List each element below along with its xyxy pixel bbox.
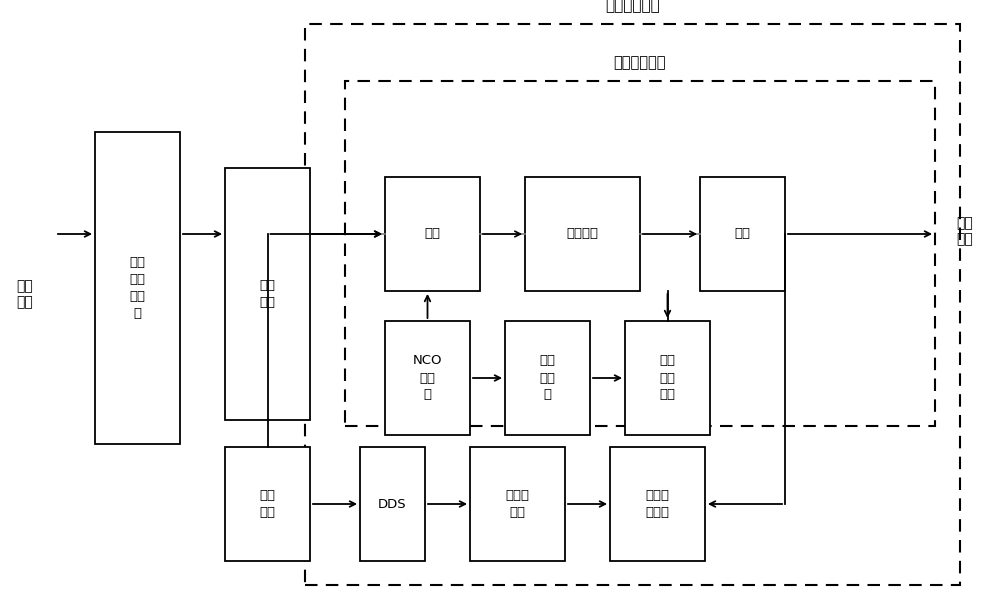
Bar [385, 321, 470, 435]
Bar [700, 177, 785, 291]
Text: 定时
误差
计算: 定时 误差 计算 [660, 355, 676, 401]
Text: 抽取: 抽取 [734, 227, 750, 241]
Bar [505, 321, 590, 435]
Bar [345, 81, 935, 426]
Text: 插值: 插值 [424, 227, 440, 241]
Text: 数据
输出: 数据 输出 [957, 216, 973, 246]
Text: 鉴相误
差计算: 鉴相误 差计算 [646, 489, 670, 519]
Text: 相位
校正: 相位 校正 [260, 489, 276, 519]
Bar [385, 177, 480, 291]
Bar [625, 321, 710, 435]
Text: 鉴频
单元: 鉴频 单元 [260, 279, 276, 309]
Text: NCO
控制
器: NCO 控制 器 [413, 355, 442, 401]
Text: 环路
滤波
器: 环路 滤波 器 [540, 355, 556, 401]
Bar [470, 447, 565, 561]
Text: 整数
倍抽
样单
元: 整数 倍抽 样单 元 [130, 256, 146, 320]
Bar [360, 447, 425, 561]
Bar [610, 447, 705, 561]
Bar [525, 177, 640, 291]
Text: 数据
输入: 数据 输入 [17, 279, 33, 309]
Text: 环路滤
波器: 环路滤 波器 [506, 489, 530, 519]
Text: 匹配滤波: 匹配滤波 [566, 227, 598, 241]
Text: 载波恢复环路: 载波恢复环路 [605, 0, 660, 13]
Bar [95, 132, 180, 444]
Bar [305, 24, 960, 585]
Text: 码元同步环路: 码元同步环路 [614, 55, 666, 70]
Text: DDS: DDS [378, 497, 407, 511]
Bar [225, 168, 310, 420]
Bar [225, 447, 310, 561]
